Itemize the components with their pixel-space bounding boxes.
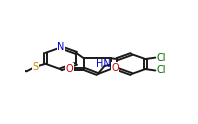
Text: O: O [65,64,73,74]
Text: N: N [57,42,65,52]
Text: O: O [111,63,119,73]
Text: Cl: Cl [156,53,166,63]
Text: S: S [32,62,39,72]
Text: HN: HN [96,59,110,69]
Text: Cl: Cl [156,65,166,76]
